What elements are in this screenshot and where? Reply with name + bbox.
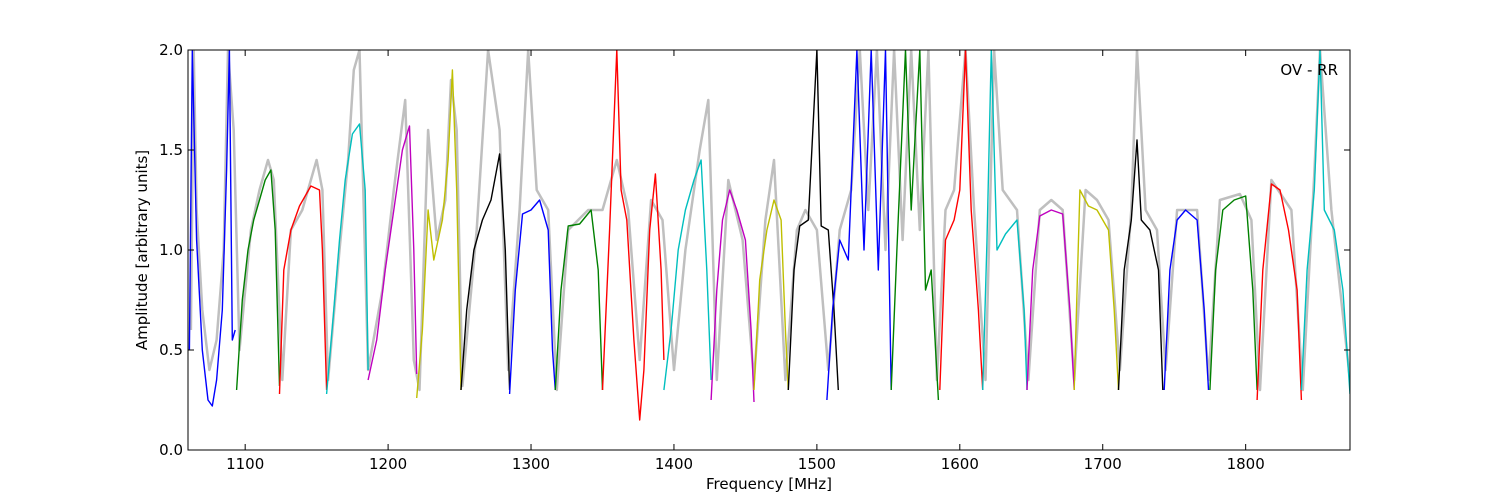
band-trace-16	[890, 50, 940, 401]
x-tick-label: 1400	[655, 455, 693, 473]
y-tick-label: 0.5	[159, 341, 183, 359]
band-trace-22	[1163, 209, 1210, 391]
x-tick-label: 1300	[512, 455, 550, 473]
band-trace-20	[1073, 189, 1120, 391]
x-tick-label: 1600	[941, 455, 979, 473]
band-trace-24	[1256, 183, 1303, 401]
x-tick-label: 1100	[226, 455, 264, 473]
band-trace-21	[1117, 139, 1164, 391]
band-trace-10	[601, 50, 665, 421]
band-trace-5	[367, 125, 418, 381]
band-trace-4	[325, 123, 369, 395]
y-axis: 0.0 0.5 1.0 1.5 2.0	[159, 41, 1350, 459]
band-trace-15	[826, 50, 892, 401]
plot-background	[188, 50, 1350, 450]
y-tick-label: 2.0	[159, 41, 183, 59]
x-axis: 1100 1200 1300 1400 1500 1600 1700 1800	[226, 50, 1265, 473]
band-trace-8	[508, 199, 556, 395]
x-tick-label: 1200	[369, 455, 407, 473]
traces	[188, 50, 1350, 421]
band-trace-1	[188, 50, 236, 407]
band-trace-6	[416, 69, 462, 399]
band-trace-12	[710, 189, 755, 403]
band-trace-25	[1300, 50, 1350, 395]
x-tick-label: 1800	[1227, 455, 1265, 473]
band-trace-11	[663, 159, 712, 391]
band-trace-2	[235, 169, 281, 391]
annotation-label: OV - RR	[1280, 61, 1338, 79]
y-tick-label: 0.0	[159, 441, 183, 459]
band-trace-23	[1209, 195, 1258, 391]
x-axis-title: Frequency [MHz]	[706, 475, 832, 493]
band-trace-14	[787, 50, 839, 391]
y-tick-label: 1.0	[159, 241, 183, 259]
x-tick-label: 1500	[798, 455, 836, 473]
band-trace-3	[278, 185, 328, 395]
band-trace-7	[460, 153, 511, 391]
band-trace-17	[939, 50, 984, 391]
y-axis-title: Amplitude [arbitrary units]	[133, 150, 151, 350]
band-trace-18	[982, 50, 1028, 391]
band-trace-19	[1026, 209, 1075, 391]
band-trace-13	[753, 199, 789, 391]
x-tick-label: 1700	[1084, 455, 1122, 473]
band-trace-9	[554, 209, 604, 391]
y-tick-label: 1.5	[159, 141, 183, 159]
